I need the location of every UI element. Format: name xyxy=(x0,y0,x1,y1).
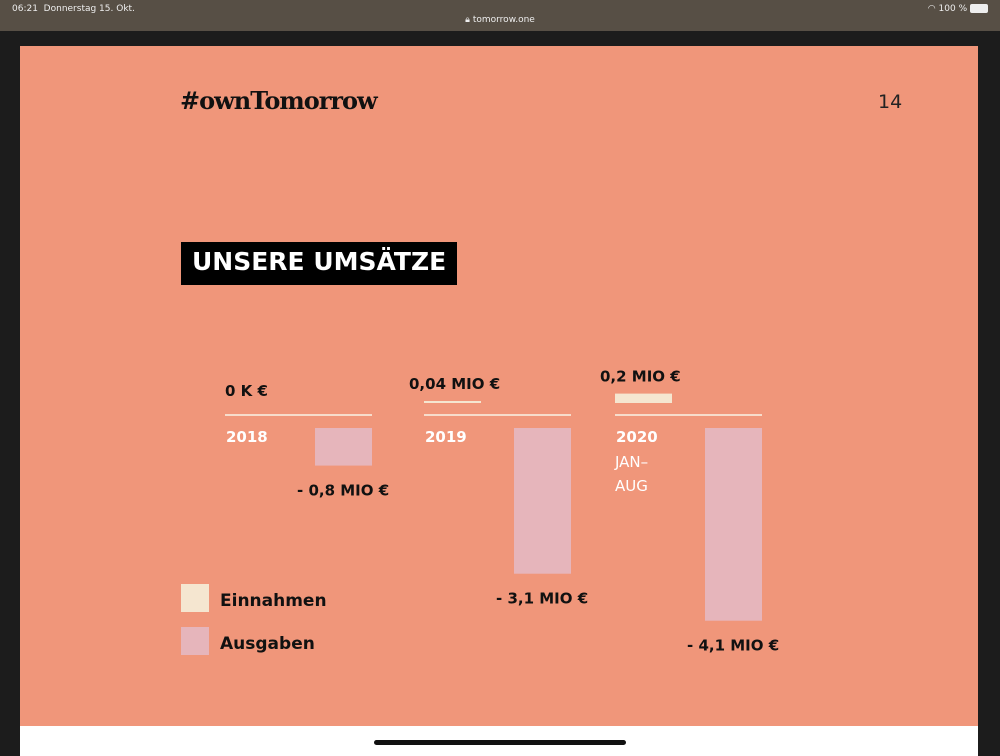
legend-swatch xyxy=(181,627,209,655)
income-bar xyxy=(615,393,672,403)
period-label: JAN– xyxy=(614,453,648,471)
income-value-label: 0,04 MIO € xyxy=(409,375,500,393)
expense-bar xyxy=(514,428,571,574)
expense-value-label: - 0,8 MIO € xyxy=(297,482,389,500)
status-bar: 06:21 Donnerstag 15. Okt. 🔒︎ tomorrow.on… xyxy=(0,0,1000,31)
address-bar[interactable]: 🔒︎ tomorrow.one xyxy=(0,15,1000,25)
expense-bar xyxy=(705,428,762,621)
battery-status: ◠ 100 % xyxy=(928,4,988,14)
expense-bar xyxy=(315,428,372,466)
slide: #ownTomorrow 14 UNSERE UMSÄTZE xyxy=(20,46,978,726)
url-text: tomorrow.one xyxy=(472,15,535,25)
year-label: 2018 xyxy=(226,428,268,446)
year-label: 2019 xyxy=(425,428,467,446)
legend-swatch xyxy=(181,584,209,612)
legend-label: Ausgaben xyxy=(220,634,315,654)
legend-label: Einnahmen xyxy=(220,591,327,611)
income-value-label: 0,2 MIO € xyxy=(600,368,681,386)
wifi-icon: ◠ xyxy=(927,4,936,14)
lock-icon: 🔒︎ xyxy=(465,15,470,25)
year-label: 2020 xyxy=(616,428,658,446)
page-number: 14 xyxy=(878,91,903,113)
expense-value-label: - 3,1 MIO € xyxy=(496,590,588,608)
expense-value-label: - 4,1 MIO € xyxy=(687,637,779,655)
home-indicator[interactable] xyxy=(374,740,626,745)
income-value-label: 0 K € xyxy=(225,382,268,400)
income-bar xyxy=(424,401,481,403)
status-time-date: 06:21 Donnerstag 15. Okt. xyxy=(12,4,135,14)
period-label: AUG xyxy=(615,477,648,495)
battery-icon xyxy=(970,4,988,13)
logo: #ownTomorrow xyxy=(180,86,378,115)
slide-title: UNSERE UMSÄTZE xyxy=(181,242,458,285)
